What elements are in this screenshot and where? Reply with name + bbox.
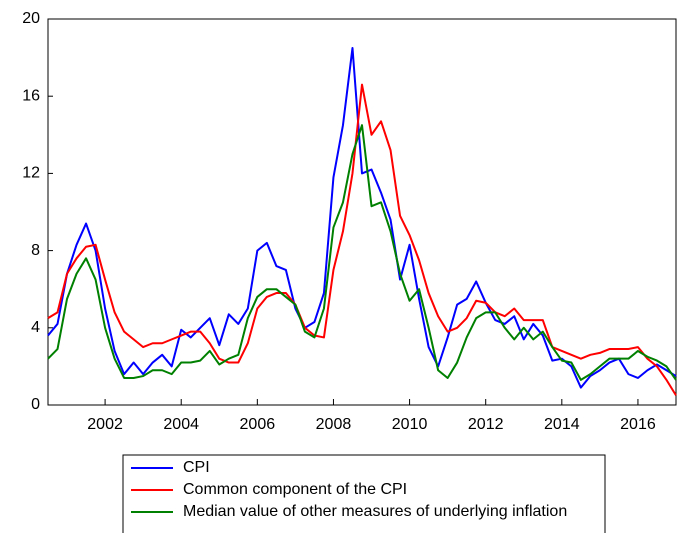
x-tick-label: 2012 — [468, 416, 504, 433]
x-tick-label: 2006 — [240, 416, 276, 433]
x-tick-label: 2016 — [620, 416, 656, 433]
legend-label: Median value of other measures of underl… — [183, 503, 567, 520]
legend-box — [122, 454, 606, 533]
plot-frame — [47, 18, 677, 406]
y-tick-label: 16 — [22, 87, 40, 104]
series-line — [47, 83, 677, 396]
x-tick-label: 2004 — [163, 416, 199, 433]
legend-label: CPI — [183, 459, 210, 476]
y-tick-label: 12 — [22, 165, 40, 182]
series-line — [47, 46, 677, 389]
x-tick-label: 2014 — [544, 416, 580, 433]
y-tick-label: 0 — [31, 396, 40, 413]
legend-label: Common component of the CPI — [183, 481, 407, 498]
series-line — [47, 124, 677, 381]
y-tick-label: 20 — [22, 10, 40, 27]
y-tick-label: 8 — [31, 242, 40, 259]
x-tick-label: 2002 — [87, 416, 123, 433]
x-tick-label: 2010 — [392, 416, 428, 433]
y-tick-label: 4 — [31, 319, 40, 336]
x-tick-label: 2008 — [316, 416, 352, 433]
